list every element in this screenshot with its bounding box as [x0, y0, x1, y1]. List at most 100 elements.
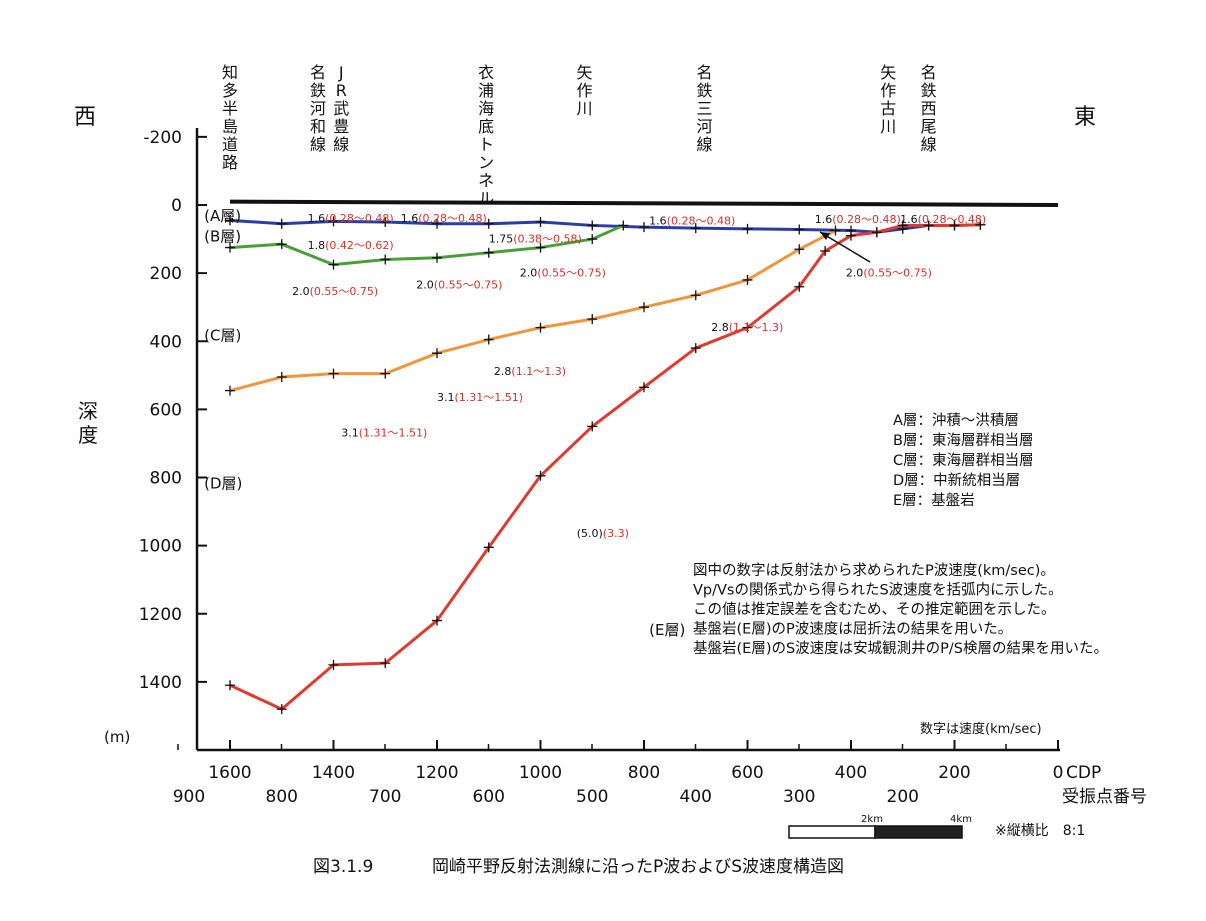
data-point-marker — [742, 223, 753, 234]
layer-legend-item: C層：東海層群相当層 — [893, 452, 1034, 469]
y-axis-label-char: 度 — [78, 423, 98, 447]
data-point-marker — [276, 372, 287, 383]
velocity-label: (5.0)(3.3) — [577, 527, 629, 540]
p-velocity: (5.0) — [577, 527, 603, 540]
landmark-char: 海 — [478, 99, 494, 118]
landmark-char: 三 — [697, 99, 713, 118]
annotation-arrowhead — [820, 232, 830, 240]
data-point-marker — [328, 368, 339, 379]
y-tick-label: 1000 — [139, 537, 182, 557]
landmark-char: 西 — [921, 99, 937, 118]
s-velocity: (0.28～0.48) — [325, 212, 394, 225]
data-point-marker — [830, 225, 841, 236]
scale-bar-label: 2km — [861, 814, 883, 825]
data-point-marker — [639, 222, 649, 233]
s-velocity: (0.42～0.62) — [325, 239, 394, 252]
data-point-marker — [276, 704, 287, 715]
data-point-marker — [535, 322, 546, 333]
x-tick-label-cdp: 1400 — [312, 763, 355, 783]
data-point-marker — [587, 234, 598, 245]
data-point-marker — [923, 220, 934, 231]
data-point-marker — [380, 658, 391, 669]
landmark-char: 尾 — [921, 117, 937, 136]
landmark-char: 作 — [880, 81, 896, 100]
layer-legend-item: A層：沖積～洪積層 — [893, 412, 1019, 429]
layer-legend-item: D層：中新統相当層 — [893, 472, 1020, 489]
x-tick-label-shot: 500 — [576, 787, 608, 807]
landmark-char: 底 — [478, 117, 494, 136]
landmark-char: 作 — [576, 81, 592, 100]
p-velocity: 2.8 — [711, 321, 729, 334]
y-tick-label: 800 — [150, 469, 182, 489]
landmark-char: 路 — [222, 153, 238, 172]
landmark-char: 古 — [880, 99, 896, 118]
data-point-marker — [618, 220, 629, 231]
p-velocity: 3.1 — [341, 427, 359, 440]
p-velocity: 2.8 — [494, 365, 512, 378]
scale-bar-white — [788, 825, 876, 839]
data-point-marker — [690, 343, 701, 354]
landmark-char: 線 — [697, 135, 713, 154]
data-point-marker — [328, 216, 339, 227]
s-velocity: (1.31～1.51) — [455, 391, 524, 404]
x-tick-label-shot: 700 — [369, 787, 401, 807]
landmark-char: J — [338, 63, 344, 82]
figure-number: 図3.1.9 — [313, 857, 373, 877]
y-tick-label: 1400 — [139, 673, 182, 693]
data-point-marker — [276, 239, 287, 250]
data-point-marker — [483, 334, 494, 345]
s-velocity: (0.55～0.75) — [537, 266, 606, 279]
x-tick-label-shot: 400 — [680, 787, 712, 807]
note-line: この値は推定誤差を含むため、その推定範囲を示した。 — [693, 600, 1056, 618]
y-tick-label: -200 — [143, 128, 182, 148]
x-tick-label-shot: 800 — [266, 787, 298, 807]
velocity-label: 1.6(0.28～0.48) — [308, 212, 394, 225]
landmark-char: 多 — [222, 81, 238, 100]
landmark-char: R — [336, 81, 347, 100]
landmark-char: ト — [478, 135, 494, 154]
note-line: Vp/Vsの関係式から得られたS波速度を括弧内に示した。 — [693, 582, 1063, 599]
p-velocity: 2.0 — [846, 266, 864, 279]
landmark-char: 河 — [697, 117, 713, 136]
data-point-marker — [225, 680, 235, 691]
data-point-marker — [225, 385, 235, 396]
data-point-marker — [535, 470, 546, 481]
scale-bar-label: 4km — [950, 814, 972, 825]
landmark-char: 矢 — [880, 63, 896, 82]
data-point-marker — [794, 281, 805, 292]
data-point-marker — [432, 218, 442, 229]
landmark-char: 鉄 — [697, 81, 713, 100]
x-tick-label-shot: 200 — [887, 787, 919, 807]
x-axis-label-cdp: CDP — [1066, 763, 1101, 783]
x-tick-label-shot: 600 — [473, 787, 505, 807]
landmark-char: 名 — [310, 63, 326, 82]
p-velocity: 2.0 — [520, 266, 538, 279]
s-velocity: (0.28～0.48) — [918, 213, 987, 226]
p-velocity: 1.6 — [815, 213, 833, 226]
x-tick-label-shot: 300 — [783, 787, 815, 807]
landmark-char: 道 — [222, 135, 238, 154]
annotation-arrow — [819, 231, 871, 263]
aspect-note: ※縦横比 8:1 — [995, 823, 1085, 839]
s-velocity: (0.28～0.48) — [832, 213, 901, 226]
p-velocity: 1.6 — [900, 213, 918, 226]
y-tick-label: 600 — [150, 400, 182, 420]
y-axis-label-char: 深 — [78, 399, 98, 423]
data-point-marker — [380, 368, 391, 379]
series-line — [229, 199, 1059, 207]
p-velocity: 3.1 — [437, 391, 455, 404]
unit-note: 数字は速度(km/sec) — [920, 721, 1042, 737]
data-point-marker — [483, 542, 494, 553]
velocity-label: 2.0(0.55～0.75) — [846, 266, 932, 279]
p-velocity: 1.6 — [401, 212, 419, 225]
landmark-char: 線 — [921, 135, 937, 154]
landmark-char: 線 — [333, 135, 349, 154]
data-point-marker — [742, 322, 753, 333]
landmark-char: 川 — [576, 99, 592, 118]
s-velocity: (1.31～1.51) — [359, 427, 428, 440]
data-point-marker — [690, 223, 701, 234]
